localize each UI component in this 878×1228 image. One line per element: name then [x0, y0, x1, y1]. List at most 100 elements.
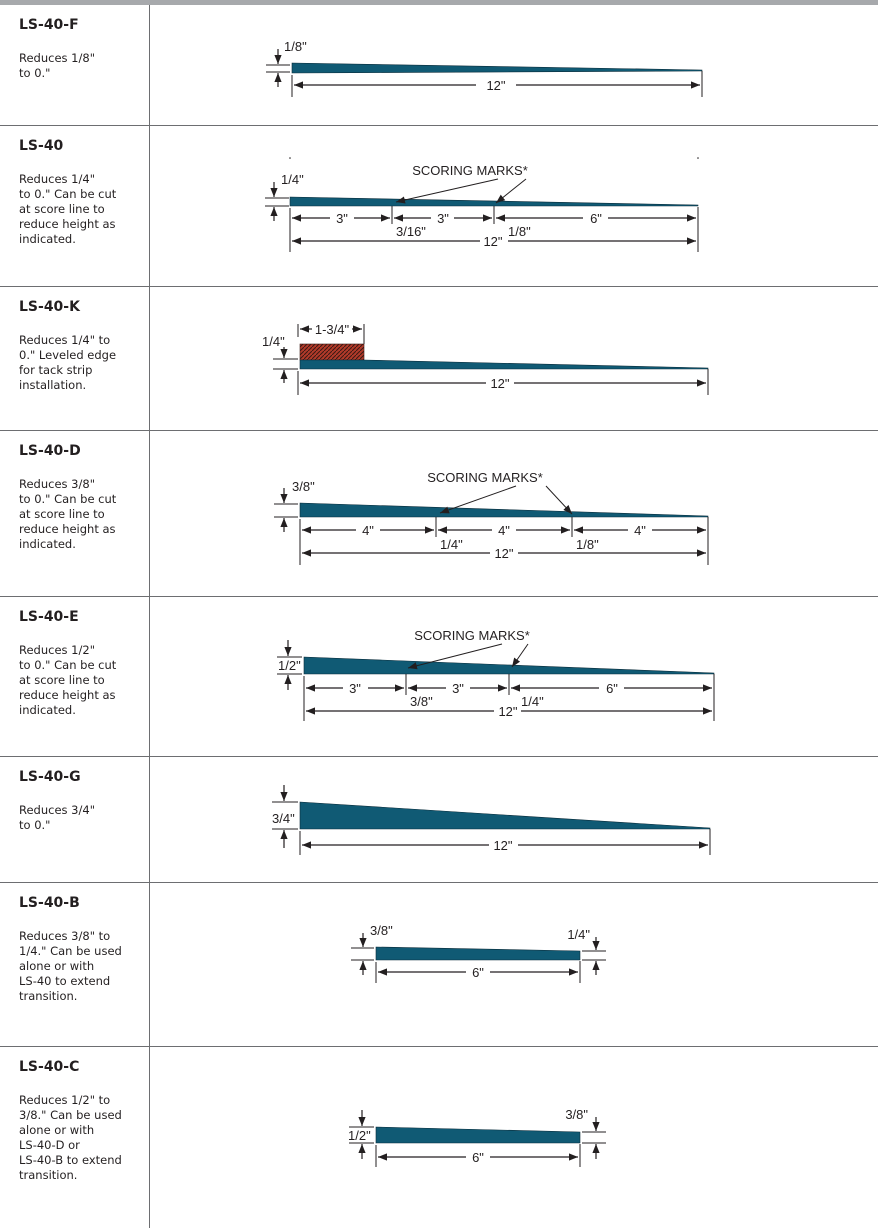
description-line: indicated.: [19, 537, 76, 551]
description-line: Reduces 1/4": [19, 172, 95, 186]
description-line: indicated.: [19, 703, 76, 717]
product-row-ls-40-b: LS-40-B Reduces 3/8" to 1/4." Can be use…: [0, 883, 878, 1046]
description-line: at score line to: [19, 507, 105, 521]
description-line: 3/8." Can be used: [19, 1108, 122, 1122]
description-line: at score line to: [19, 673, 105, 687]
score-mark-label: 1/8": [508, 224, 531, 239]
product-row-ls-40-e: LS-40-E Reduces 1/2" to 0." Can be cut a…: [0, 597, 878, 756]
description-line: to 0.": [19, 66, 51, 80]
description-line: for tack strip: [19, 363, 93, 377]
description-line: at score line to: [19, 202, 105, 216]
description-line: installation.: [19, 378, 87, 392]
segment-label: 6": [590, 211, 602, 226]
ramp-profile: [299, 801, 711, 830]
scoring-marks-label: SCORING MARKS*: [427, 470, 543, 485]
description-line: reduce height as: [19, 522, 116, 536]
description-line: transition.: [19, 1168, 78, 1182]
description-line: Reduces 1/8": [19, 51, 95, 65]
row-separator: [0, 430, 878, 431]
top-bar: [0, 0, 878, 5]
product-code: LS-40-C: [19, 1059, 80, 1075]
end-height-label: 1/4": [567, 927, 590, 942]
product-code: LS-40: [19, 138, 64, 154]
score-mark-label: 3/16": [396, 224, 426, 239]
length-label: 6": [472, 965, 484, 980]
height-label: 1/8": [284, 39, 307, 54]
row-separator: [0, 756, 878, 757]
product-description: Reduces 1/8" to 0.": [19, 51, 147, 81]
length-label: 12": [486, 78, 505, 93]
description-line: to 0." Can be cut: [19, 187, 117, 201]
tack-strip: [299, 343, 365, 361]
length-label: 12": [490, 376, 509, 391]
segment-label: 4": [498, 523, 510, 538]
profile-diagram: SCORING MARKS* 1/2" 3" 3" 6" 3/8" 1/4" 1…: [277, 628, 715, 721]
profile-diagram: 3/4" 12": [272, 785, 711, 855]
description-line: transition.: [19, 989, 78, 1003]
row-separator: [0, 596, 878, 597]
height-label: 3/8": [370, 923, 393, 938]
description-line: Reduces 1/2": [19, 643, 95, 657]
segment-label: 3": [336, 211, 348, 226]
height-label: 1/4": [262, 334, 285, 349]
product-code: LS-40-B: [19, 895, 80, 911]
product-row-ls-40-d: LS-40-D Reduces 3/8" to 0." Can be cut a…: [0, 431, 878, 596]
product-row-ls-40-k: LS-40-K Reduces 1/4" to 0." Leveled edge…: [0, 287, 878, 430]
product-row-ls-40: LS-40 Reduces 1/4" to 0." Can be cut at …: [0, 126, 878, 286]
profile-diagram: 1/2" 3/8" 6": [348, 1107, 606, 1167]
product-code: LS-40-D: [19, 443, 81, 459]
description-line: to 0." Can be cut: [19, 492, 117, 506]
scoring-marks-label: SCORING MARKS*: [414, 628, 530, 643]
description-line: Reduces 3/8" to: [19, 929, 111, 943]
segment-label: 3": [349, 681, 361, 696]
length-label: 12": [494, 546, 513, 561]
product-description: Reduces 3/8" to 1/4." Can be used alone …: [19, 929, 147, 1004]
ramp-profile: [375, 1126, 581, 1144]
segment-label: 4": [634, 523, 646, 538]
description-line: alone or with: [19, 1123, 95, 1137]
product-description: Reduces 1/2" to 0." Can be cut at score …: [19, 643, 147, 718]
profile-diagram: 1-3/4" 1/4" 12": [262, 322, 709, 395]
description-line: indicated.: [19, 232, 76, 246]
height-label: 1/2": [278, 658, 301, 673]
profile-diagram: SCORING MARKS* 1/4" 3" 3" 6" 3/16" 1/8" …: [265, 157, 699, 252]
row-separator: [0, 125, 878, 126]
length-label: 12": [498, 704, 517, 719]
ramp-profile: [289, 196, 699, 207]
description-line: Reduces 3/8": [19, 477, 95, 491]
segment-label: 4": [362, 523, 374, 538]
product-code: LS-40-F: [19, 17, 79, 33]
profile-diagram: 3/8" 1/4" 6": [351, 923, 606, 983]
description-line: 0." Leveled edge: [19, 348, 117, 362]
profile-diagram: 1/8" 12": [266, 39, 703, 97]
description-line: reduce height as: [19, 217, 116, 231]
height-label: 3/4": [272, 811, 295, 826]
score-mark-label: 1/4": [440, 537, 463, 552]
ramp-profile: [375, 946, 581, 961]
product-code: LS-40-G: [19, 769, 81, 785]
height-label: 1/4": [281, 172, 304, 187]
profile-diagram: SCORING MARKS* 3/8" 4" 4" 4" 1/4" 1/8" 1…: [274, 470, 709, 565]
description-line: Reduces 1/2" to: [19, 1093, 111, 1107]
description-line: to 0." Can be cut: [19, 658, 117, 672]
ramp-profile: [303, 656, 715, 675]
description-line: 1/4." Can be used: [19, 944, 122, 958]
row-separator: [0, 286, 878, 287]
product-code: LS-40-K: [19, 299, 80, 315]
tack-strip-width-label: 1-3/4": [315, 322, 350, 337]
length-label: 12": [493, 838, 512, 853]
product-row-ls-40-c: LS-40-C Reduces 1/2" to 3/8." Can be use…: [0, 1047, 878, 1228]
product-description: Reduces 3/4" to 0.": [19, 803, 147, 833]
description-line: LS-40-B to extend: [19, 1153, 122, 1167]
score-mark-label: 3/8": [410, 694, 433, 709]
row-separator: [0, 1046, 878, 1047]
product-description: Reduces 1/2" to 3/8." Can be used alone …: [19, 1093, 147, 1183]
description-line: Reduces 3/4": [19, 803, 95, 817]
scoring-marks-label: SCORING MARKS*: [412, 163, 528, 178]
ramp-profile: [299, 502, 709, 518]
product-row-ls-40-g: LS-40-G Reduces 3/4" to 0." 3/4" 12": [0, 757, 878, 882]
segment-label: 3": [452, 681, 464, 696]
product-code: LS-40-E: [19, 609, 79, 625]
segment-label: 3": [437, 211, 449, 226]
row-separator: [0, 882, 878, 883]
